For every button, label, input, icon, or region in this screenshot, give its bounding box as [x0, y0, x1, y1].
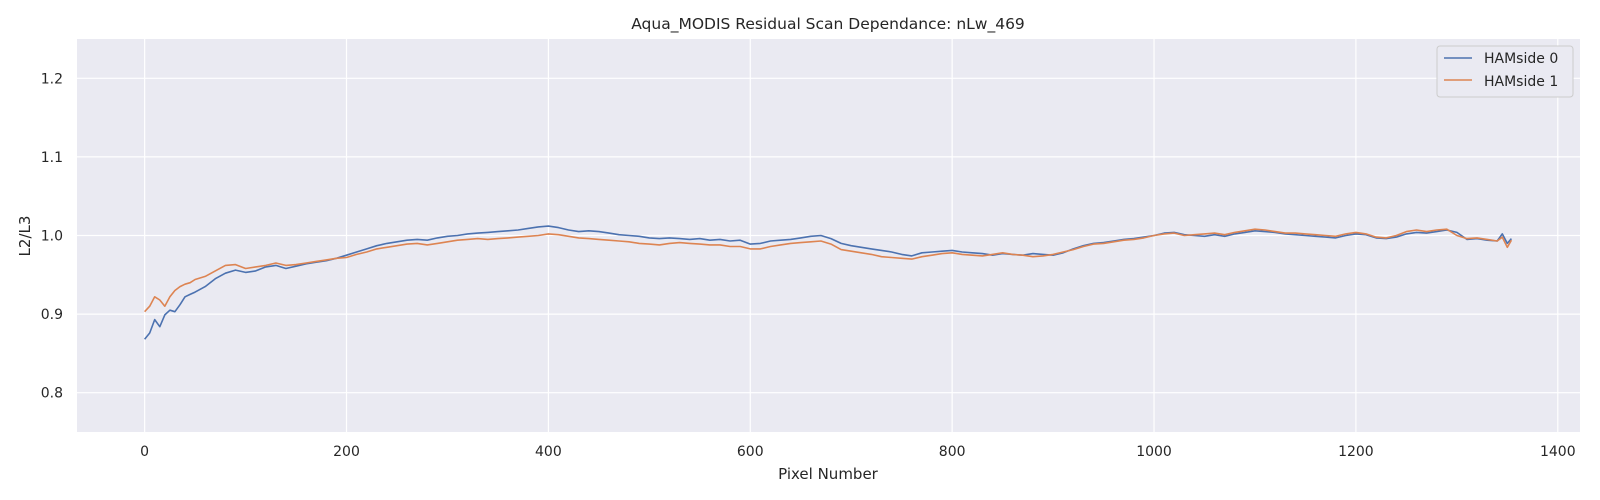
x-tick-label: 200	[333, 444, 360, 460]
y-tick-label: 0.9	[41, 307, 63, 323]
chart-title: Aqua_MODIS Residual Scan Dependance: nLw…	[631, 15, 1025, 34]
series-line-hamside-1	[144, 228, 1513, 313]
y-tick-label: 1.2	[41, 71, 63, 87]
y-tick-labels: 0.8 0.9 1.0 1.1 1.2	[41, 71, 63, 401]
y-tick-label: 1.1	[41, 150, 63, 166]
x-tick-label: 800	[939, 444, 966, 460]
x-tick-label: 1000	[1136, 444, 1172, 460]
x-tick-label: 600	[737, 444, 764, 460]
x-axis-title: Pixel Number	[778, 465, 879, 483]
x-tick-label: 400	[535, 444, 562, 460]
legend-label-hamside-0: HAMside 0	[1484, 51, 1558, 67]
y-tick-label: 0.8	[41, 386, 63, 402]
legend: HAMside 0 HAMside 1	[1436, 45, 1574, 98]
x-tick-labels: 0 200 400 600 800 1000 1200 1400	[140, 444, 1575, 460]
x-tick-label: 1400	[1540, 444, 1576, 460]
x-tick-label: 1200	[1338, 444, 1374, 460]
legend-label-hamside-1: HAMside 1	[1484, 74, 1558, 90]
y-tick-label: 1.0	[41, 229, 63, 245]
x-tick-label: 0	[140, 444, 149, 460]
series-layer	[143, 225, 1513, 340]
y-axis-title: L2/L3	[16, 216, 34, 257]
